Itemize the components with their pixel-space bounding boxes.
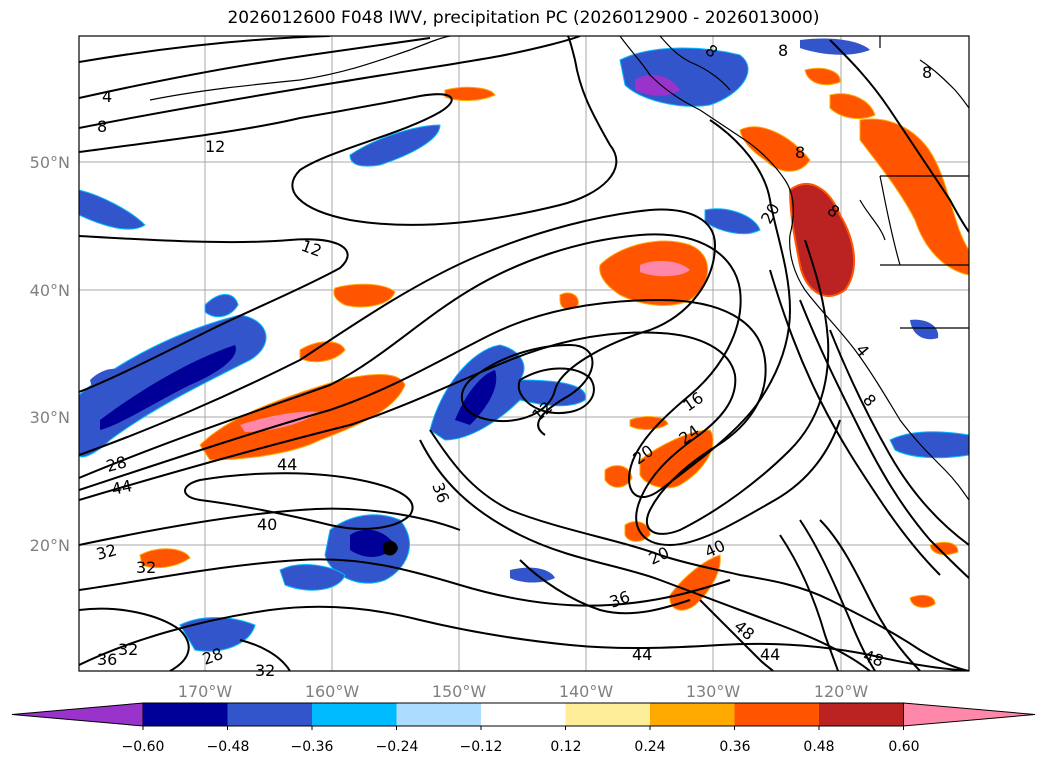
colorbar-tick: −0.12 — [460, 739, 503, 755]
contour-label: 8 — [97, 117, 107, 136]
coastlines — [149, 36, 969, 501]
lat-label-20n: 20°N — [30, 536, 70, 555]
contour-label: 32 — [94, 540, 119, 564]
contour-label: 8 — [795, 143, 805, 162]
contour-label: 32 — [118, 640, 138, 659]
map-title: 2026012600 F048 IWV, precipitation PC (2… — [227, 8, 820, 28]
colorbar-segment — [819, 703, 904, 726]
contour-label: 44 — [110, 476, 134, 499]
colorbar-segment — [143, 703, 228, 726]
colorbar-segment — [565, 703, 651, 726]
lon-label-140w: 140°W — [559, 682, 614, 701]
contour-label: 32 — [255, 661, 275, 680]
colorbar — [11, 702, 1036, 730]
map-frame — [78, 35, 970, 672]
iwv-contours — [79, 36, 969, 671]
colorbar-extend-left — [11, 702, 144, 727]
contour-label: 8 — [922, 63, 932, 82]
colorbar-segment — [481, 703, 566, 726]
contour-label: 8 — [778, 41, 788, 60]
colorbar-tick: −0.24 — [376, 739, 419, 755]
colorbar-ticks: −0.60 −0.48 −0.36 −0.24 −0.12 0.12 0.24 … — [122, 739, 920, 755]
colorbar-frame — [142, 702, 904, 727]
colorbar-segment — [227, 703, 313, 726]
lon-label-170w: 170°W — [178, 682, 233, 701]
colorbar-segment — [312, 703, 397, 726]
longitude-labels: 170°W 160°W 150°W 140°W 130°W 120°W — [178, 682, 869, 701]
contour-label: 32 — [136, 558, 156, 577]
contour-label: 44 — [760, 645, 780, 664]
contour-label: 4 — [102, 87, 112, 106]
colorbar-tick: 0.36 — [719, 739, 750, 755]
lon-label-160w: 160°W — [305, 682, 360, 701]
contour-label: 12 — [205, 137, 225, 156]
colorbar-tick: 0.48 — [803, 739, 834, 755]
colorbar-tick: −0.60 — [122, 739, 165, 755]
colorbar-segment — [650, 703, 735, 726]
negative-precip-areas — [79, 38, 969, 652]
contour-label: 40 — [257, 515, 277, 534]
colorbar-tick: 0.12 — [550, 739, 581, 755]
lat-label-50n: 50°N — [30, 153, 70, 172]
contour-label: 28 — [104, 452, 129, 476]
colorbar-tick: 0.24 — [634, 739, 665, 755]
contour-label: 44 — [632, 645, 652, 664]
lon-label-130w: 130°W — [686, 682, 741, 701]
colorbar-extend-right — [903, 702, 1036, 727]
lon-label-120w: 120°W — [814, 682, 869, 701]
lat-label-30n: 30°N — [30, 408, 70, 427]
contour-label: 36 — [97, 650, 117, 669]
colorbar-tick: −0.48 — [207, 739, 250, 755]
colorbar-tick: −0.36 — [291, 739, 334, 755]
positive-precip-areas — [139, 67, 969, 611]
lat-label-40n: 40°N — [30, 281, 70, 300]
colorbar-segment — [734, 703, 820, 726]
hawaii-marker — [383, 540, 398, 556]
lon-label-150w: 150°W — [432, 682, 487, 701]
colorbar-tick: 0.60 — [888, 739, 919, 755]
colorbar-segment — [396, 703, 482, 726]
latitude-labels: 50°N 40°N 30°N 20°N — [30, 153, 70, 555]
contour-label: 44 — [277, 455, 297, 474]
